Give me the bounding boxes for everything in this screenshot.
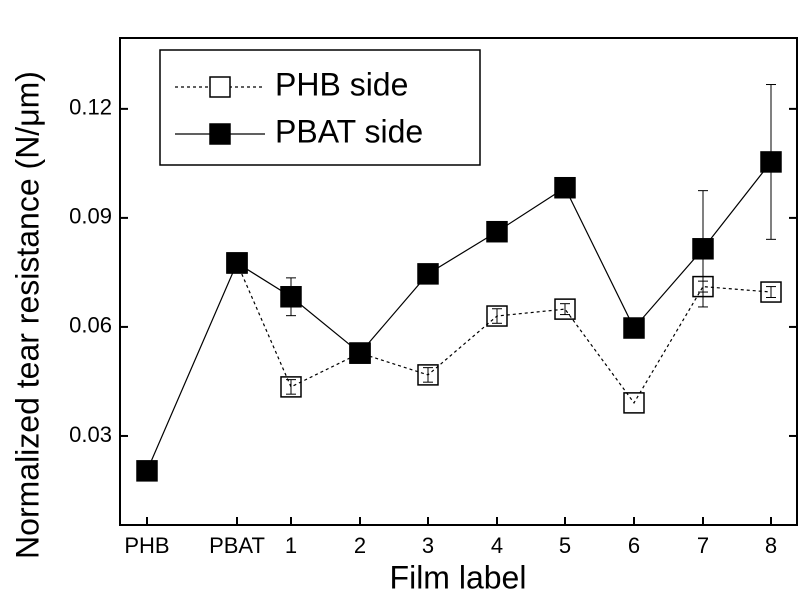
x-tick-label: 5 (559, 533, 571, 558)
legend-box (159, 49, 481, 166)
x-tick-label: PBAT (209, 533, 265, 558)
marker (692, 238, 714, 260)
marker (760, 151, 782, 173)
x-axis-title: Film label (390, 559, 527, 595)
legend-label: PBAT side (275, 113, 423, 149)
marker (226, 252, 248, 274)
x-tick-label: 4 (491, 533, 503, 558)
marker (554, 298, 576, 320)
marker (760, 281, 782, 303)
error-bar (766, 286, 776, 298)
x-tick-label: 6 (628, 533, 640, 558)
x-tick-label: 8 (765, 533, 777, 558)
marker (136, 460, 158, 482)
y-tick-label: 0.06 (69, 313, 112, 338)
x-tick-label: 7 (697, 533, 709, 558)
y-tick-label: 0.03 (69, 422, 112, 447)
error-bar (492, 308, 502, 324)
y-axis-title: Normalized tear resistance (N/μm) (9, 71, 45, 559)
error-bar (423, 367, 433, 383)
error-bar (560, 303, 570, 316)
marker (554, 176, 576, 199)
x-tick-label: PHB (124, 533, 169, 558)
legend-marker (209, 123, 231, 145)
legend-marker (209, 76, 231, 98)
marker (349, 342, 371, 364)
marker (417, 364, 439, 386)
marker (280, 286, 302, 308)
x-tick-label: 2 (354, 533, 366, 558)
series-line (236, 262, 772, 404)
legend-label: PHB side (275, 66, 408, 102)
plot-frame (119, 37, 798, 526)
x-tick-label: 1 (285, 533, 297, 558)
marker (623, 392, 645, 414)
series-line (146, 161, 772, 472)
error-bar (286, 379, 296, 395)
x-tick-label: 3 (422, 533, 434, 558)
marker (417, 263, 439, 285)
marker (486, 305, 508, 327)
y-tick-label: 0.12 (69, 95, 112, 120)
y-tick-label: 0.09 (69, 204, 112, 229)
marker (486, 220, 508, 243)
marker (623, 317, 645, 339)
marker (280, 376, 302, 398)
